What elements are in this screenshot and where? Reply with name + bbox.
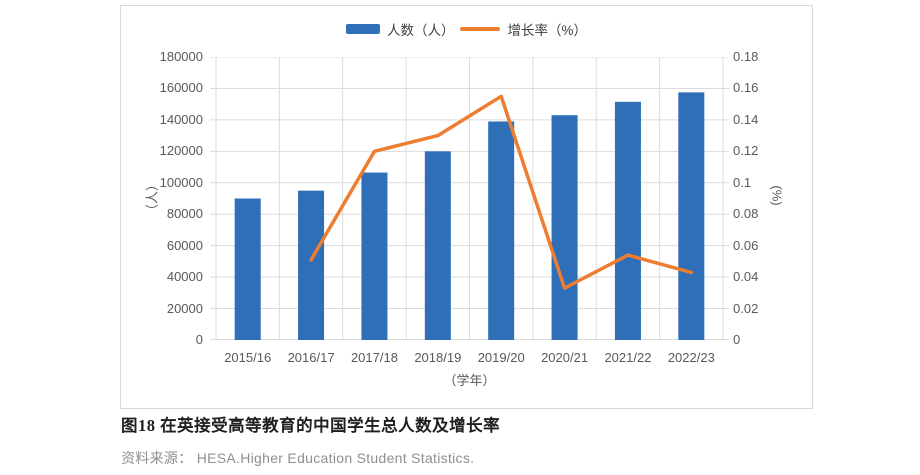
x-tick-label-2021/22: 2021/22 bbox=[604, 350, 652, 365]
right-y-tick-label: 0.08 bbox=[733, 206, 759, 222]
right-axis-title: (%) bbox=[769, 185, 785, 206]
bar-2019/20 bbox=[488, 121, 515, 340]
bar-2021/22 bbox=[614, 101, 641, 340]
x-tick-label-2020/21: 2020/21 bbox=[541, 350, 589, 365]
right-y-tick-label: 0 bbox=[733, 332, 741, 347]
legend-label-students: 人数（人） bbox=[386, 23, 455, 38]
bar-2015/16 bbox=[234, 198, 261, 340]
x-tick-label-2022/23: 2022/23 bbox=[667, 350, 715, 365]
x-tick-label-2015/16: 2015/16 bbox=[224, 350, 272, 365]
bar-2018/19 bbox=[424, 151, 451, 340]
right-y-tick-label: 0.1 bbox=[733, 174, 752, 190]
bar-2020/21 bbox=[551, 115, 578, 340]
right-y-tick-label: 0.06 bbox=[733, 237, 759, 253]
left-y-tick-label: 0 bbox=[195, 332, 203, 347]
x-axis-title: （学年） bbox=[443, 373, 496, 388]
plot-area bbox=[210, 57, 729, 340]
figure-source: 资料来源： HESA.Higher Education Student Stat… bbox=[121, 450, 475, 466]
x-tick-label-2018/19: 2018/19 bbox=[414, 350, 462, 365]
left-y-tick-label: 60000 bbox=[166, 237, 203, 253]
x-tick-label-2019/20: 2019/20 bbox=[477, 350, 525, 365]
figure-caption: 图18 在英接受高等教育的中国学生总人数及增长率 bbox=[121, 416, 501, 435]
left-y-tick-label: 180000 bbox=[159, 49, 203, 64]
bar-2022/23 bbox=[678, 92, 705, 340]
right-y-tick-label: 0.16 bbox=[733, 80, 759, 96]
left-y-tick-label: 120000 bbox=[159, 143, 203, 159]
bar-series-swatch bbox=[345, 24, 380, 34]
legend-item-growth: 增长率（%） bbox=[460, 19, 587, 39]
right-y-tick-label: 0.18 bbox=[733, 49, 759, 64]
chart-card: 人数（人） 增长率（%） （人） (%) （学年） 0 0 20000 0.02 400… bbox=[120, 5, 813, 409]
right-y-tick-label: 0.14 bbox=[733, 111, 759, 127]
chart-legend: 人数（人） 增长率（%） bbox=[121, 19, 812, 39]
left-y-tick-label: 40000 bbox=[166, 269, 203, 285]
growth-rate-line bbox=[309, 94, 694, 290]
left-y-tick-label: 100000 bbox=[159, 174, 203, 190]
bar-2017/18 bbox=[361, 172, 388, 340]
right-y-tick-label: 0.12 bbox=[733, 143, 759, 159]
right-y-tick-label: 0.04 bbox=[733, 269, 759, 285]
right-y-tick-label: 0.02 bbox=[733, 300, 759, 316]
left-y-tick-label: 140000 bbox=[159, 111, 203, 127]
legend-item-students: 人数（人） bbox=[345, 19, 455, 39]
x-tick-label-2017/18: 2017/18 bbox=[350, 350, 398, 365]
left-y-tick-label: 160000 bbox=[159, 80, 203, 96]
left-axis-title: （人） bbox=[144, 178, 160, 218]
x-tick-label-2016/17: 2016/17 bbox=[287, 350, 335, 365]
left-y-tick-label: 20000 bbox=[166, 300, 203, 316]
left-y-tick-label: 80000 bbox=[166, 206, 203, 222]
line-series-swatch bbox=[460, 27, 501, 31]
legend-label-growth: 增长率（%） bbox=[507, 23, 587, 38]
bar-2016/17 bbox=[298, 190, 325, 340]
